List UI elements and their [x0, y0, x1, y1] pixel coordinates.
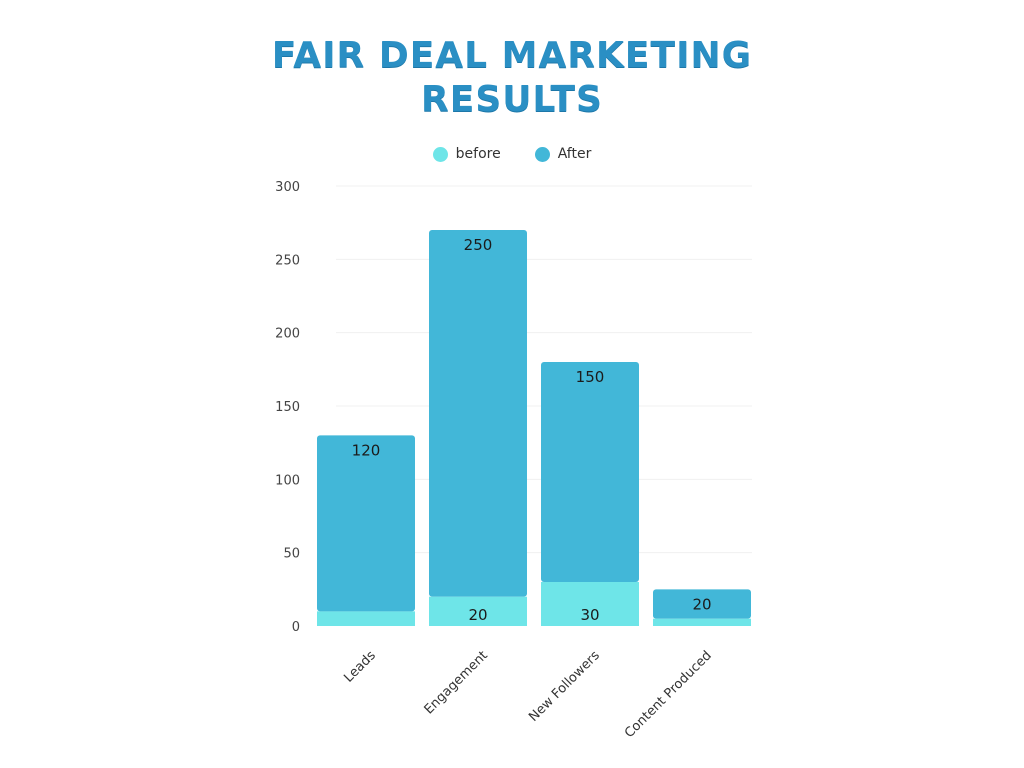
legend-swatch-before: [432, 146, 448, 162]
y-tick-label-150: 150: [275, 400, 300, 415]
bar-before-engagement[interactable]: [429, 596, 527, 626]
y-tick-label-200: 200: [275, 327, 300, 342]
data-label-after-content-produced: 20: [692, 595, 711, 613]
bar-after-new-followers[interactable]: [541, 362, 639, 582]
legend-item-before[interactable]: before: [432, 146, 501, 162]
legend-label-before: before: [455, 146, 501, 162]
y-tick-label-50: 50: [283, 547, 300, 562]
data-label-after-new-followers: 150: [576, 368, 605, 386]
chart-title-line-1: FAIR DEAL MARKETING: [271, 35, 753, 76]
chart-title-line-2: RESULTS: [421, 79, 603, 120]
bar-before-new-followers[interactable]: [541, 582, 639, 626]
y-tick-label-300: 300: [275, 180, 300, 195]
data-label-after-leads: 120: [352, 441, 381, 459]
legend-label-after: After: [557, 146, 592, 162]
y-tick-label-100: 100: [275, 473, 300, 488]
data-label-before-new-followers: 30: [580, 606, 599, 624]
y-tick-label-250: 250: [275, 253, 300, 268]
data-label-after-engagement: 250: [464, 236, 493, 254]
bar-after-leads[interactable]: [317, 435, 415, 612]
x-tick-label-new-followers: New Followers: [526, 648, 603, 725]
legend-item-after[interactable]: After: [534, 146, 592, 162]
data-label-before-engagement: 20: [468, 606, 487, 624]
bar-before-leads[interactable]: [317, 611, 415, 626]
x-tick-label-leads: Leads: [341, 648, 379, 686]
bar-after-engagement[interactable]: [429, 230, 527, 597]
bar-after-content-produced[interactable]: [653, 589, 751, 619]
chart-legend: before After: [0, 146, 1024, 162]
y-tick-label-0: 0: [292, 620, 300, 635]
x-tick-label-content-produced: Content Produced: [622, 648, 715, 741]
x-tick-label-engagement: Engagement: [422, 648, 491, 717]
legend-swatch-after: [534, 146, 550, 162]
chart-title: FAIR DEAL MARKETING RESULTS: [0, 34, 1024, 122]
bar-before-content-produced[interactable]: [653, 618, 751, 626]
